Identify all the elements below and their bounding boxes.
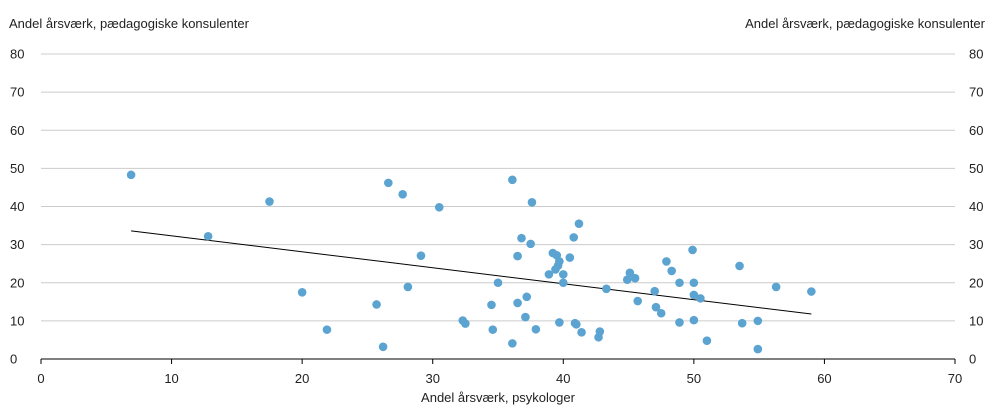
data-point-34 [558, 278, 568, 288]
data-point-50 [651, 302, 661, 312]
data-point-23 [522, 292, 532, 302]
y-tick-right-50: 50 [969, 161, 983, 176]
data-point-8 [398, 190, 407, 199]
data-point-2 [265, 197, 274, 206]
data-point-32 [555, 318, 564, 327]
data-point-49 [650, 286, 659, 296]
data-point-26 [531, 324, 541, 334]
x-tick-60: 60 [817, 371, 831, 386]
data-point-15 [488, 325, 498, 334]
x-tick-20: 20 [295, 371, 309, 386]
data-point-14 [487, 300, 496, 310]
data-point-57 [689, 278, 699, 288]
data-point-59 [689, 315, 699, 325]
y-tick-left-40: 40 [10, 199, 24, 214]
y-tick-right-30: 30 [969, 237, 983, 252]
data-point-54 [675, 318, 684, 327]
x-axis-labels: 0 10 20 30 40 50 60 70 [37, 371, 962, 386]
data-point-11 [434, 202, 444, 212]
data-point-0 [126, 170, 136, 180]
x-axis-title: Andel årsværk, psykologer [421, 390, 576, 405]
data-point-55 [675, 278, 684, 288]
data-point-56 [688, 245, 697, 255]
x-tick-10: 10 [164, 371, 178, 386]
data-point-64 [753, 316, 763, 326]
data-point-24 [526, 239, 535, 249]
y-tick-right-40: 40 [969, 199, 983, 214]
data-point-65 [753, 344, 763, 354]
y-axis-title-right: Andel årsværk, pædagogiske konsulenter [745, 16, 986, 31]
y-tick-left-30: 30 [10, 237, 24, 252]
x-tick-70: 70 [948, 371, 962, 386]
y-tick-left-0: 0 [10, 352, 17, 367]
y-axis-right-labels: 0 10 20 30 40 50 60 70 80 [969, 47, 983, 367]
data-point-13 [461, 319, 470, 328]
data-point-21 [517, 233, 526, 243]
data-point-58 [689, 290, 699, 300]
y-tick-right-20: 20 [969, 275, 983, 290]
data-point-48 [633, 296, 643, 306]
data-point-7 [384, 178, 393, 188]
data-point-33 [555, 257, 564, 266]
trend-line [131, 230, 812, 315]
data-point-60 [696, 294, 705, 303]
data-point-22 [521, 312, 530, 322]
x-tick-50: 50 [687, 371, 701, 386]
data-point-17 [508, 175, 517, 185]
x-tick-0: 0 [37, 371, 44, 386]
y-tick-right-70: 70 [969, 85, 983, 100]
data-point-18 [508, 339, 517, 348]
data-point-16 [493, 278, 503, 288]
y-tick-left-50: 50 [10, 161, 24, 176]
data-point-43 [595, 327, 605, 336]
data-point-27 [544, 270, 554, 279]
data-point-1 [203, 231, 213, 241]
data-point-20 [513, 298, 522, 308]
data-point-25 [527, 198, 537, 207]
data-point-41 [577, 328, 586, 337]
y-tick-right-10: 10 [969, 313, 983, 328]
y-axis-title-left: Andel årsværk, pædagogiske konsulenter [9, 16, 250, 31]
y-tick-left-70: 70 [10, 85, 24, 100]
data-point-53 [667, 266, 676, 276]
data-point-36 [565, 253, 575, 262]
data-point-66 [771, 282, 781, 292]
data-point-45 [622, 275, 632, 285]
data-point-62 [735, 261, 744, 271]
data-point-67 [807, 287, 816, 296]
x-axis-ticks [40, 359, 956, 364]
data-points [126, 170, 816, 354]
y-tick-left-20: 20 [10, 275, 24, 290]
data-point-37 [569, 233, 579, 242]
data-point-63 [737, 318, 747, 328]
data-point-46 [625, 268, 635, 278]
data-point-9 [403, 282, 413, 292]
data-point-39 [572, 320, 581, 329]
y-tick-right-60: 60 [969, 123, 983, 138]
x-tick-30: 30 [425, 371, 439, 386]
y-tick-right-0: 0 [969, 352, 976, 367]
y-tick-right-80: 80 [969, 47, 983, 62]
data-point-52 [662, 257, 671, 266]
data-point-19 [513, 251, 522, 261]
data-point-44 [602, 284, 611, 294]
data-point-10 [416, 251, 426, 260]
y-axis-left-labels: 0 10 20 30 40 50 60 70 80 [10, 47, 24, 367]
data-point-3 [297, 287, 307, 297]
x-tick-40: 40 [556, 371, 570, 386]
data-point-61 [702, 336, 712, 346]
data-point-6 [378, 342, 388, 352]
data-point-40 [574, 219, 584, 228]
data-point-5 [372, 300, 381, 309]
grid-lines [41, 53, 955, 322]
data-point-51 [656, 308, 666, 318]
data-point-4 [322, 325, 332, 334]
data-point-47 [630, 273, 640, 283]
data-point-35 [558, 270, 568, 279]
y-tick-left-60: 60 [10, 123, 24, 138]
y-tick-left-80: 80 [10, 47, 24, 62]
y-tick-left-10: 10 [10, 313, 24, 328]
